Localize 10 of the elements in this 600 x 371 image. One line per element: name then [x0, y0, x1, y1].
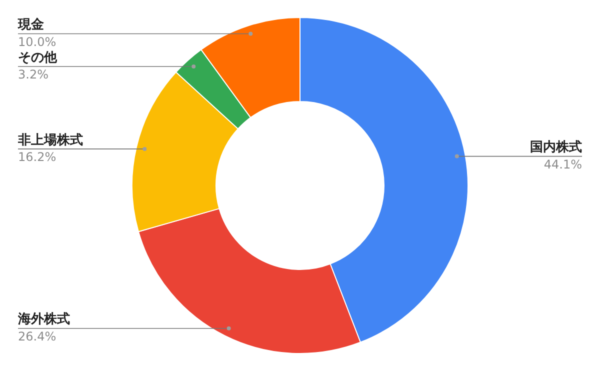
- data-label: 44.1%: [544, 157, 582, 172]
- slice-label: その他: [18, 50, 58, 66]
- slice-label: 海外株式: [17, 311, 70, 328]
- data-label: 3.2%: [18, 68, 48, 82]
- slice-label: 非上場株式: [17, 132, 83, 148]
- data-label: 16.2%: [18, 150, 56, 164]
- slice-label: 国内株式: [530, 139, 582, 156]
- data-label: 10.0%: [18, 34, 56, 49]
- data-label: 26.4%: [18, 329, 56, 344]
- slice-label: 現金: [17, 18, 45, 33]
